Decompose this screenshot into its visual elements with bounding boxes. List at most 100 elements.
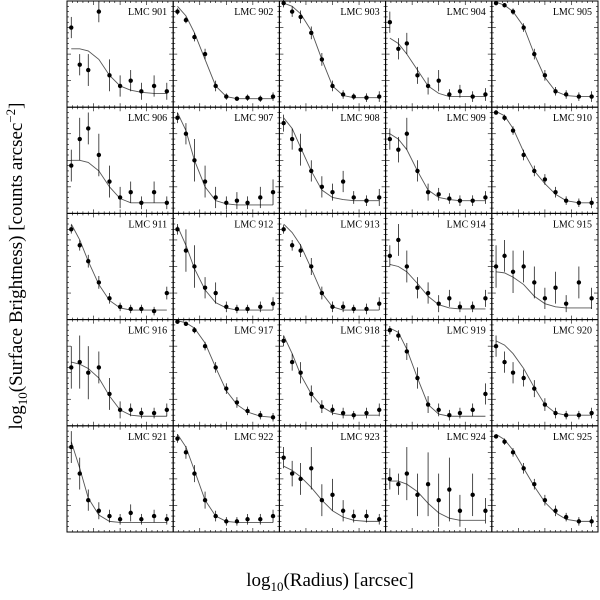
fit-curve (70, 441, 167, 523)
data-point (175, 436, 180, 441)
data-point (387, 20, 393, 25)
data-point (270, 301, 276, 306)
data-point (470, 94, 475, 99)
panel-title: LMC 915 (553, 219, 592, 230)
data-point (493, 434, 499, 439)
fit-curve (283, 2, 380, 99)
fit-curve (283, 335, 380, 416)
data-point (470, 304, 475, 310)
y-label-part: log (6, 405, 27, 430)
data-point (96, 365, 102, 370)
fit-curve (389, 480, 486, 521)
data-point (542, 402, 548, 407)
data-point (576, 280, 582, 285)
data-point (139, 200, 144, 205)
fit-curve (177, 225, 274, 311)
data-point (289, 9, 295, 14)
data-point (576, 94, 582, 99)
data-point (330, 492, 335, 498)
data-point (532, 386, 537, 391)
data-point (447, 487, 452, 492)
data-point (164, 290, 170, 296)
data-point (175, 9, 180, 14)
data-point (542, 73, 548, 78)
data-point (470, 407, 475, 413)
data-point (425, 482, 431, 487)
data-point (245, 517, 250, 522)
data-point (77, 359, 82, 365)
data-point (258, 412, 263, 418)
fit-curve (177, 434, 274, 523)
data-point (415, 375, 420, 381)
data-point (436, 407, 441, 413)
data-point (447, 296, 452, 301)
data-point (270, 415, 276, 420)
fit-curve (283, 223, 380, 311)
y-label-sup: −2 (3, 109, 18, 123)
panel-title: LMC 909 (447, 113, 486, 124)
data-point (521, 375, 526, 381)
data-point (457, 198, 463, 203)
data-point (502, 439, 507, 444)
panel-title: LMC 913 (340, 219, 379, 230)
data-point (589, 410, 594, 416)
fit-curve (495, 433, 592, 522)
data-point (396, 237, 401, 243)
data-point (502, 115, 507, 121)
data-point (164, 517, 170, 522)
data-point (213, 83, 218, 89)
y-label-sub: 10 (15, 392, 30, 405)
data-point (192, 34, 197, 40)
data-point (234, 198, 240, 203)
data-point (436, 78, 441, 83)
data-point (563, 301, 569, 306)
panel-title: LMC 914 (447, 219, 486, 230)
data-point (447, 412, 452, 418)
data-point (164, 407, 170, 413)
data-point (493, 110, 499, 115)
data-point (224, 94, 229, 99)
data-point (289, 243, 295, 248)
data-point (330, 407, 335, 413)
data-point (270, 189, 276, 195)
data-point (425, 402, 431, 407)
data-point (521, 25, 526, 30)
data-point (563, 412, 569, 418)
data-point (510, 450, 516, 455)
panel-title: LMC 912 (234, 219, 273, 230)
data-point (377, 407, 382, 413)
data-point (258, 96, 263, 101)
data-point (425, 290, 431, 296)
panel-title: LMC 905 (553, 7, 592, 18)
data-point (396, 482, 401, 487)
fit-curve (389, 327, 486, 417)
data-point (447, 92, 452, 97)
data-point (377, 195, 382, 200)
data-point (117, 407, 123, 413)
panel-title: LMC 903 (340, 7, 379, 18)
data-point (319, 57, 325, 62)
data-point (69, 444, 74, 450)
data-point (404, 264, 410, 269)
data-point (319, 290, 325, 296)
data-point (224, 200, 229, 205)
data-point (396, 333, 401, 338)
data-point (351, 195, 356, 200)
data-point (330, 83, 335, 89)
panel-title: LMC 908 (340, 113, 379, 124)
fit-curve (495, 1, 592, 98)
data-point (470, 492, 475, 498)
data-point (175, 115, 180, 121)
data-point (340, 508, 346, 513)
data-point (213, 290, 218, 296)
panel-title: LMC 916 (128, 326, 167, 337)
data-point (493, 0, 499, 6)
data-point (351, 513, 356, 519)
data-point (425, 83, 431, 89)
data-point (387, 253, 393, 259)
data-point (175, 319, 180, 324)
data-point (281, 120, 286, 126)
data-point (510, 370, 516, 375)
panel-title: LMC 917 (234, 326, 273, 337)
fit-curve (495, 340, 592, 416)
